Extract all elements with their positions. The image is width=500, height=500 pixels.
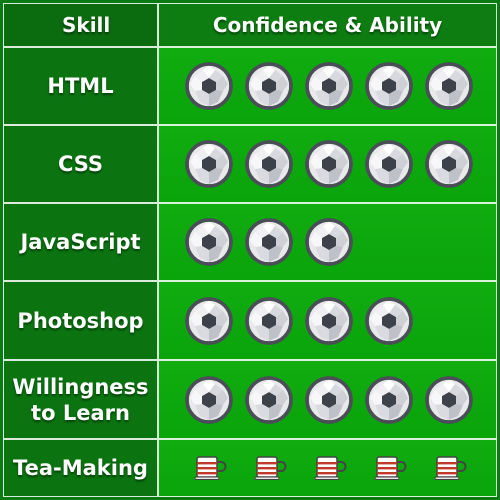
header-skill-label: Skill	[62, 13, 111, 37]
tea-cup-icon	[425, 453, 473, 483]
rating-html	[158, 47, 497, 125]
skill-name-html: HTML	[3, 47, 158, 125]
soccer-ball-icon	[185, 218, 233, 266]
skill-name-css: CSS	[3, 125, 158, 203]
rating-photoshop	[158, 281, 497, 360]
rating-javascript	[158, 203, 497, 281]
skill-name-willingness: Willingness to Learn	[3, 360, 158, 439]
soccer-ball-icon	[245, 62, 293, 110]
rating-css	[158, 125, 497, 203]
skill-name-tea-making: Tea-Making	[3, 439, 158, 497]
soccer-ball-icon	[425, 375, 473, 424]
skills-table: Skill Confidence & Ability HTML CSS Java…	[3, 3, 497, 497]
soccer-ball-icon	[305, 218, 353, 266]
skill-name-photoshop: Photoshop	[3, 281, 158, 360]
soccer-ball-icon	[365, 296, 413, 345]
soccer-ball-icon	[305, 296, 353, 345]
soccer-ball-icon	[305, 140, 353, 188]
rating-willingness	[158, 360, 497, 439]
soccer-ball-icon	[185, 62, 233, 110]
header-rating: Confidence & Ability	[158, 3, 497, 47]
skill-name-javascript: JavaScript	[3, 203, 158, 281]
tea-cup-icon	[185, 453, 233, 483]
header-skill: Skill	[3, 3, 158, 47]
header-rating-label: Confidence & Ability	[212, 13, 443, 37]
soccer-ball-icon	[185, 296, 233, 345]
soccer-ball-icon	[365, 140, 413, 188]
soccer-ball-icon	[185, 140, 233, 188]
tea-cup-icon	[305, 453, 353, 483]
soccer-ball-icon	[245, 375, 293, 424]
soccer-ball-icon	[365, 62, 413, 110]
soccer-ball-icon	[305, 375, 353, 424]
soccer-ball-icon	[245, 296, 293, 345]
soccer-ball-icon	[245, 140, 293, 188]
soccer-ball-icon	[365, 375, 413, 424]
soccer-ball-icon	[305, 62, 353, 110]
tea-cup-icon	[365, 453, 413, 483]
soccer-ball-icon	[245, 218, 293, 266]
rating-tea-making	[158, 439, 497, 497]
soccer-ball-icon	[185, 375, 233, 424]
soccer-ball-icon	[425, 140, 473, 188]
soccer-ball-icon	[425, 62, 473, 110]
tea-cup-icon	[245, 453, 293, 483]
